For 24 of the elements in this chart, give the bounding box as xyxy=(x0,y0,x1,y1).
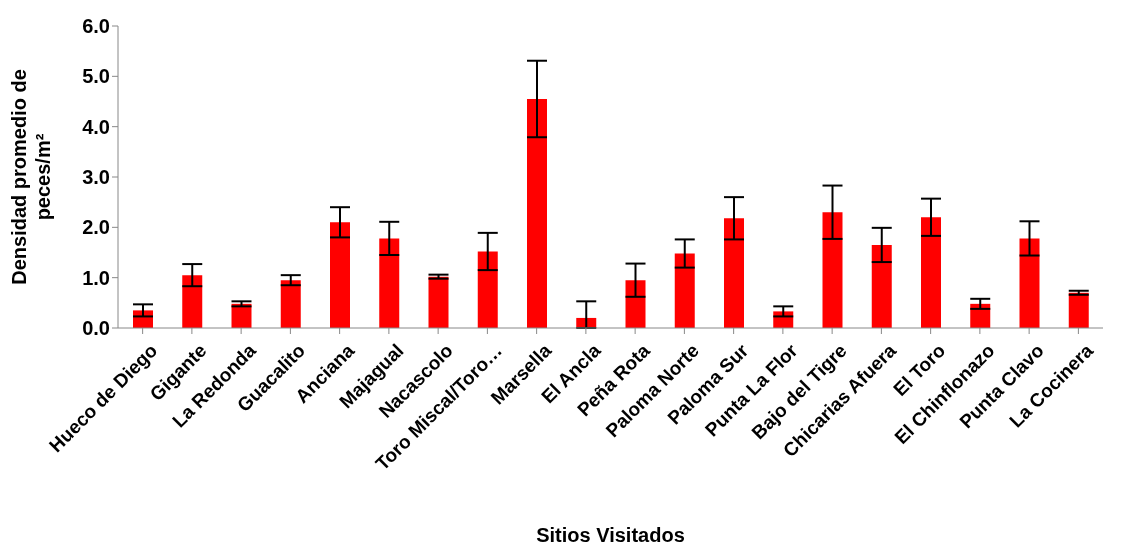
bar xyxy=(379,238,400,328)
bar xyxy=(428,276,449,328)
y-tick-label: 1.0 xyxy=(82,266,110,289)
bar xyxy=(871,244,892,328)
y-axis-title: Densidad promedio de peces/m² xyxy=(8,69,54,285)
y-tick-label: 6.0 xyxy=(82,15,110,38)
bar xyxy=(674,253,695,328)
y-tick-label: 2.0 xyxy=(82,216,110,239)
y-tick-label: 4.0 xyxy=(82,115,110,138)
bar xyxy=(280,280,301,328)
bar xyxy=(1068,292,1089,328)
x-axis-title: Sitios Visitados xyxy=(536,524,685,546)
bar xyxy=(921,217,941,328)
y-tick-label: 0.0 xyxy=(82,317,110,340)
bar xyxy=(182,275,203,328)
bar xyxy=(1019,238,1040,328)
bar xyxy=(330,222,350,328)
bar xyxy=(724,218,744,328)
bar xyxy=(527,98,547,328)
y-tick-label: 5.0 xyxy=(82,65,110,88)
bar xyxy=(625,280,646,328)
bar xyxy=(822,212,843,328)
y-tick-label: 3.0 xyxy=(82,166,110,189)
bar xyxy=(477,251,498,328)
